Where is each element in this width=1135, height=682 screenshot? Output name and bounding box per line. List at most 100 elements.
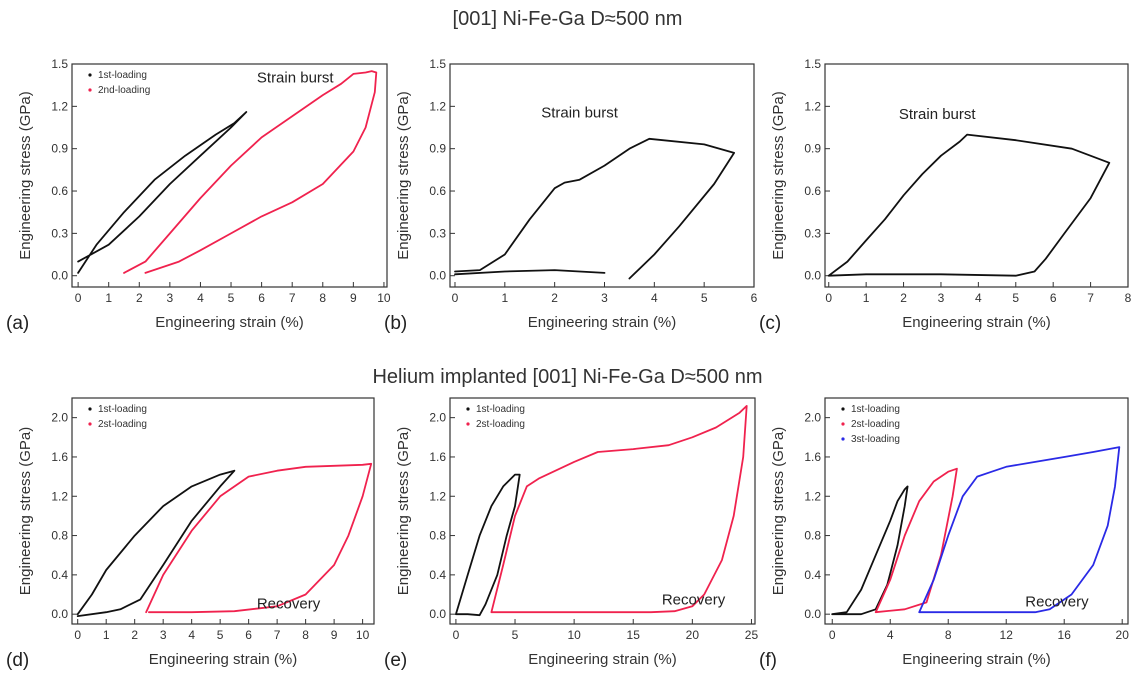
x-tick-label: 5	[217, 628, 224, 642]
x-tick-label: 10	[377, 291, 391, 305]
panel-2: 0 1 2 3 4 5 6 0.0 0.3 0.6 0.9 1.2 1.5 Engineering str…	[384, 57, 758, 334]
y-tick-label: 1.5	[51, 57, 68, 71]
x-tick-label: 1	[103, 628, 110, 642]
annotation: Recovery	[257, 595, 321, 612]
y-tick-label: 0.3	[429, 226, 446, 240]
x-tick-label: 3	[167, 291, 174, 305]
x-tick-label: 20	[1116, 628, 1130, 642]
y-tick-label: 0.3	[804, 226, 821, 240]
x-tick-label: 5	[228, 291, 235, 305]
y-tick-label: 1.2	[429, 99, 446, 113]
y-tick-label: 0.0	[804, 607, 821, 621]
legend-entry: 2nd-loading	[98, 85, 150, 96]
annotation: Strain burst	[541, 105, 619, 122]
series-line-2	[454, 269, 606, 276]
legend-entry: 1st-loading	[476, 404, 525, 415]
panel-5: 0 5 10 15 20 25 0.0 0.4 0.8 1.2 1.6 2.0 Engineering …	[384, 397, 758, 671]
y-tick-label: 0.0	[429, 607, 446, 621]
series-line-3	[918, 446, 1121, 614]
x-tick-label: 7	[274, 628, 281, 642]
x-tick-label: 6	[258, 291, 265, 305]
y-axis-title: Engineering stress (GPa)	[395, 91, 412, 259]
y-tick-label: 0.4	[51, 568, 68, 582]
x-tick-label: 2	[900, 291, 907, 305]
y-axis-title: Engineering stress (GPa)	[770, 427, 787, 595]
annotation: Strain burst	[257, 69, 335, 86]
annotation: Recovery	[662, 591, 726, 608]
x-tick-label: 0	[825, 291, 832, 305]
panel-letter: (c)	[759, 313, 781, 334]
x-tick-label: 8	[302, 628, 309, 642]
x-tick-label: 4	[651, 291, 658, 305]
x-tick-label: 16	[1058, 628, 1072, 642]
x-tick-label: 2	[136, 291, 143, 305]
x-axis-title: Engineering strain (%)	[528, 651, 676, 668]
panel-letter: (a)	[6, 313, 29, 334]
legend-marker	[841, 407, 845, 411]
x-tick-label: 9	[350, 291, 357, 305]
legend-entry: 1st-loading	[98, 70, 147, 81]
annotation: Strain burst	[899, 106, 977, 123]
y-tick-label: 1.2	[51, 489, 68, 503]
y-tick-label: 2.0	[51, 411, 68, 425]
y-tick-label: 1.6	[51, 450, 68, 464]
y-tick-label: 1.6	[429, 450, 446, 464]
legend-marker	[466, 422, 470, 426]
y-axis-title: Engineering stress (GPa)	[17, 91, 34, 259]
legend-entry: 1st-loading	[851, 404, 900, 415]
panel-letter: (e)	[384, 650, 407, 671]
x-tick-label: 3	[601, 291, 608, 305]
y-tick-label: 0.6	[429, 184, 446, 198]
x-tick-label: 3	[160, 628, 167, 642]
x-tick-label: 0	[452, 291, 459, 305]
x-tick-label: 10	[567, 628, 581, 642]
y-tick-label: 1.2	[429, 489, 446, 503]
x-tick-label: 8	[1125, 291, 1132, 305]
series-line-2	[123, 70, 378, 274]
x-tick-label: 0	[829, 628, 836, 642]
x-tick-label: 12	[1000, 628, 1014, 642]
x-tick-label: 0	[74, 628, 81, 642]
x-axis-title: Engineering strain (%)	[902, 314, 1050, 331]
y-tick-label: 1.5	[429, 57, 446, 71]
y-tick-label: 0.9	[51, 142, 68, 156]
plot-frame	[71, 397, 375, 625]
x-tick-label: 5	[512, 628, 519, 642]
x-tick-label: 3	[938, 291, 945, 305]
y-tick-label: 1.6	[804, 450, 821, 464]
x-tick-label: 6	[751, 291, 758, 305]
legend-marker	[88, 422, 92, 426]
series-line-2	[874, 467, 958, 614]
y-tick-label: 1.5	[804, 57, 821, 71]
series-line-1	[455, 473, 521, 617]
bottom-row-title: Helium implanted [001] Ni-Fe-Ga D≈500 nm	[372, 366, 763, 388]
plot-frame	[71, 63, 388, 288]
legend-entry: 2st-loading	[476, 419, 525, 430]
annotation: Recovery	[1025, 593, 1089, 610]
x-tick-label: 0	[453, 628, 460, 642]
y-tick-label: 0.6	[804, 184, 821, 198]
plot-frame	[824, 63, 1129, 288]
y-axis-title: Engineering stress (GPa)	[395, 427, 412, 595]
x-tick-label: 20	[686, 628, 700, 642]
x-tick-label: 0	[75, 291, 82, 305]
x-axis-title: Engineering strain (%)	[902, 651, 1050, 668]
y-tick-label: 0.9	[804, 142, 821, 156]
y-tick-label: 0.0	[51, 607, 68, 621]
y-tick-label: 2.0	[429, 411, 446, 425]
top-row-title: [001] Ni-Fe-Ga D≈500 nm	[452, 8, 683, 30]
y-tick-label: 1.2	[804, 99, 821, 113]
y-tick-label: 2.0	[804, 411, 821, 425]
legend-entry: 2st-loading	[851, 419, 900, 430]
x-tick-label: 2	[131, 628, 138, 642]
x-tick-label: 8	[319, 291, 326, 305]
y-tick-label: 1.2	[804, 489, 821, 503]
y-tick-label: 0.4	[429, 568, 446, 582]
x-tick-label: 1	[105, 291, 112, 305]
y-tick-label: 0.3	[51, 226, 68, 240]
legend-marker	[88, 73, 92, 77]
x-tick-label: 6	[1050, 291, 1057, 305]
panel-1: 0 1 2 3 4 5 6 7 8 9 10 0.0 0.3 0.6 0.9 1.2 1.5 Engineerin…	[6, 57, 391, 334]
x-tick-label: 4	[188, 628, 195, 642]
